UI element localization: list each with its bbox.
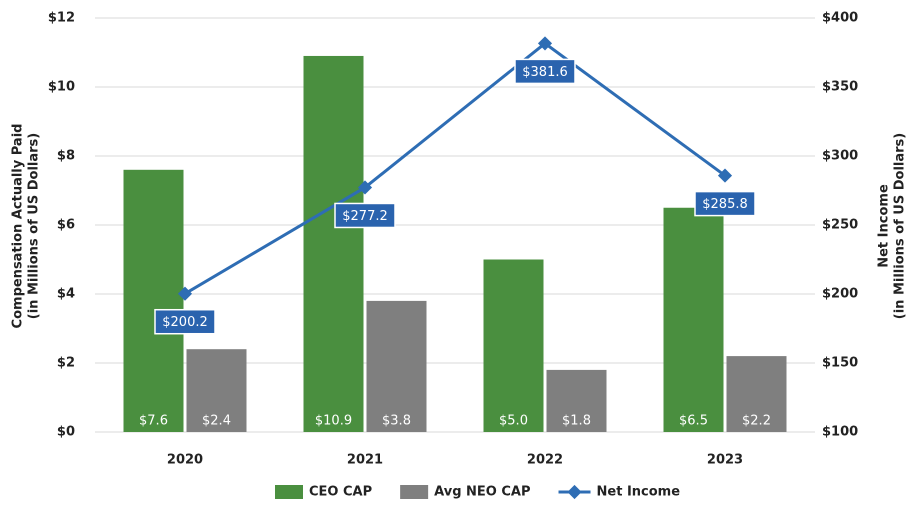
- line-marker: [537, 36, 553, 51]
- legend-marker: [567, 484, 582, 500]
- legend-swatch: [275, 485, 303, 499]
- x-tick-label: 2020: [167, 453, 203, 468]
- y-tick-label: $2: [57, 356, 75, 371]
- bar-value-label: $1.8: [562, 414, 591, 429]
- y-tick-label: $12: [48, 11, 75, 26]
- y-axis-label: (in Millions of US Dollars): [27, 133, 42, 319]
- bar: [366, 300, 427, 432]
- y-tick-label: $4: [57, 287, 75, 302]
- bar: [726, 356, 787, 432]
- y2-axis-label: (in Millions of US Dollars): [893, 133, 908, 319]
- bar: [546, 369, 607, 432]
- line-value-label: $381.6: [522, 65, 568, 80]
- line-value-label: $277.2: [342, 209, 388, 224]
- line-marker: [177, 286, 193, 301]
- x-tick-label: 2022: [527, 453, 563, 468]
- bar: [663, 207, 724, 432]
- bar-value-label: $10.9: [315, 414, 352, 429]
- legend-label: Avg NEO CAP: [434, 485, 530, 500]
- value-label-box: [334, 202, 396, 229]
- value-label-box: [694, 190, 756, 217]
- bar-value-label: $5.0: [499, 414, 528, 429]
- bar-value-label: $6.5: [679, 414, 708, 429]
- legend-label: CEO CAP: [309, 485, 372, 500]
- line-value-label: $285.8: [702, 197, 748, 212]
- bar-value-label: $2.2: [742, 414, 771, 429]
- bar: [186, 349, 247, 432]
- y2-axis-label: Net Income: [877, 184, 892, 268]
- y-axis-label: Compensation Actually Paid: [11, 124, 26, 329]
- y2-tick-label: $400: [822, 11, 858, 26]
- y2-tick-label: $200: [822, 287, 858, 302]
- line-marker: [357, 180, 373, 195]
- bar: [483, 259, 544, 432]
- y-tick-label: $6: [57, 218, 75, 233]
- x-tick-label: 2021: [347, 453, 383, 468]
- y2-tick-label: $300: [822, 149, 858, 164]
- bar-value-label: $2.4: [202, 414, 231, 429]
- bar-value-label: $3.8: [382, 414, 411, 429]
- value-label-box: [514, 58, 576, 85]
- bar: [303, 55, 364, 432]
- value-label-box: [154, 308, 216, 335]
- y-tick-label: $0: [57, 425, 75, 440]
- y2-tick-label: $250: [822, 218, 858, 233]
- line: [184, 41, 726, 296]
- y2-tick-label: $150: [822, 356, 858, 371]
- x-tick-label: 2023: [707, 453, 743, 468]
- y2-tick-label: $350: [822, 80, 858, 95]
- legend-label: Net Income: [597, 485, 681, 500]
- legend-swatch: [400, 485, 429, 499]
- line-value-label: $200.2: [162, 315, 208, 330]
- y-tick-label: $8: [57, 149, 75, 164]
- bar-value-label: $7.6: [139, 414, 168, 429]
- bar: [123, 169, 184, 433]
- y-tick-label: $10: [48, 80, 75, 95]
- line-marker: [717, 168, 733, 183]
- y2-tick-label: $100: [822, 425, 858, 440]
